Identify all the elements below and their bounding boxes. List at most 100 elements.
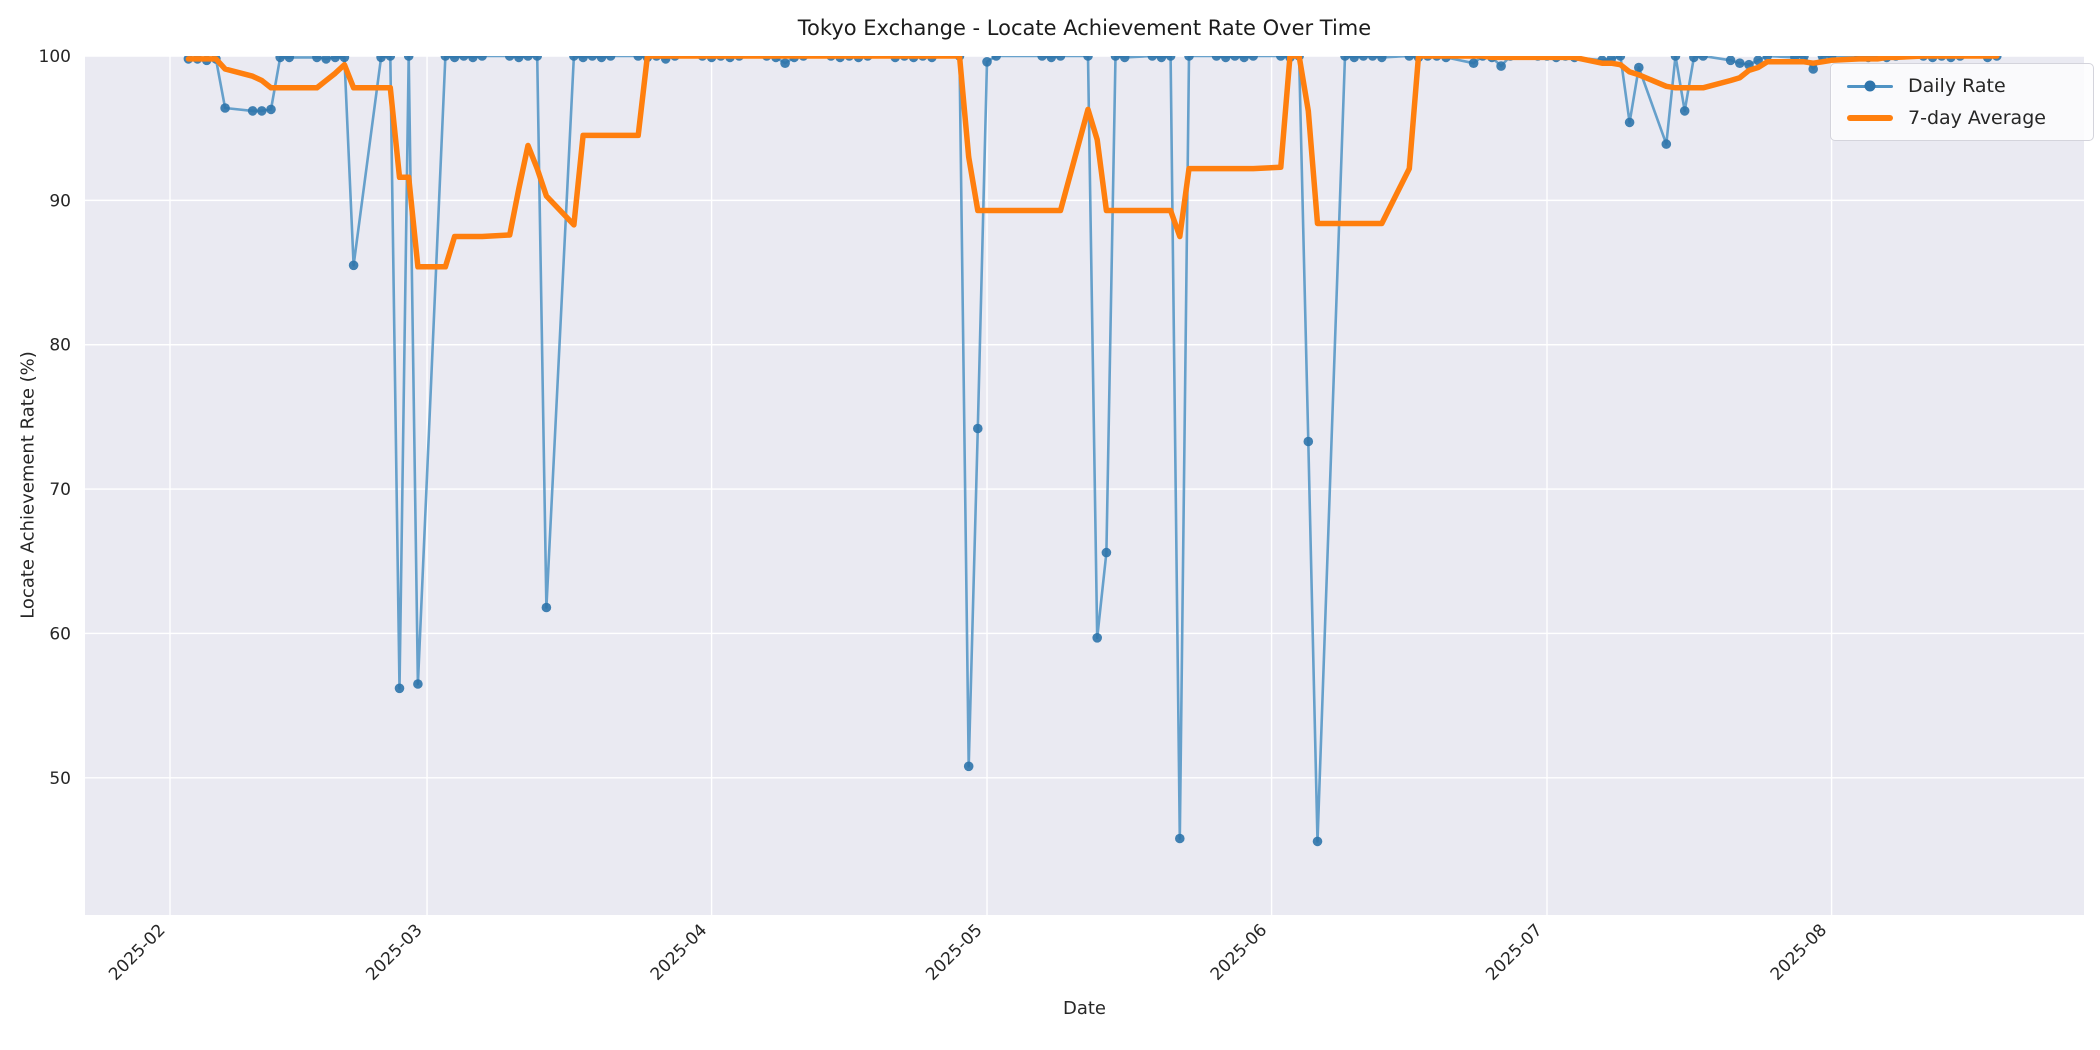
data-point-marker — [1156, 56, 1167, 63]
data-point-marker — [1184, 56, 1194, 61]
data-point-marker — [312, 56, 322, 63]
daily-rate-line-swatch-icon — [1847, 80, 1893, 92]
data-point-marker — [1358, 56, 1369, 61]
data-point-marker — [1340, 56, 1350, 61]
y-tick-label: 60 — [49, 624, 71, 644]
y-tick-label: 70 — [49, 480, 71, 500]
legend: Daily Rate 7-day Average — [1830, 63, 2094, 141]
data-point-marker — [1661, 139, 1672, 149]
x-tick-label: 2025-07 — [1482, 920, 1546, 984]
data-point-marker — [1670, 56, 1681, 61]
data-point-marker — [1175, 833, 1185, 844]
data-point-marker — [1468, 58, 1479, 68]
data-point-marker — [1615, 56, 1626, 61]
data-point-marker — [394, 683, 405, 694]
data-point-marker — [1046, 56, 1057, 63]
data-point-marker — [532, 56, 542, 61]
data-point-marker — [1624, 117, 1635, 128]
data-point-marker — [1377, 56, 1387, 63]
data-point-marker — [348, 260, 359, 271]
data-point-marker — [284, 56, 295, 63]
data-point-marker — [220, 103, 230, 113]
avg-line — [185, 56, 2000, 270]
legend-label: 7-day Average — [1908, 107, 2046, 129]
data-point-marker — [973, 423, 983, 434]
data-point-marker — [1083, 56, 1093, 61]
data-point-marker — [266, 104, 276, 115]
data-point-marker — [1147, 56, 1158, 61]
data-point-marker — [1101, 547, 1112, 558]
data-point-marker — [330, 56, 340, 63]
data-point-marker — [963, 761, 974, 772]
x-tick-label: 2025-05 — [922, 920, 986, 984]
y-tick-label: 80 — [49, 336, 71, 356]
data-point-marker — [1725, 56, 1736, 66]
data-point-marker — [1055, 56, 1066, 61]
data-point-marker — [247, 106, 258, 116]
x-tick-label: 2025-03 — [362, 920, 426, 984]
data-point-marker — [1211, 56, 1222, 61]
data-point-marker — [1367, 56, 1378, 61]
data-point-marker — [459, 56, 469, 61]
data-point-marker — [523, 56, 533, 61]
data-point-marker — [587, 56, 598, 61]
data-point-marker — [468, 56, 478, 63]
data-point-marker — [1276, 56, 1286, 61]
data-point-marker — [1239, 56, 1249, 63]
legend-label: Daily Rate — [1908, 75, 2006, 97]
plot-area — [85, 56, 2084, 915]
data-point-marker — [440, 56, 451, 61]
avg-line-swatch-icon — [1847, 115, 1893, 121]
legend-item-daily-rate: Daily Rate — [1831, 70, 2093, 102]
legend-item-7day-average: 7-day Average — [1831, 102, 2093, 134]
data-point-marker — [1303, 436, 1314, 447]
data-point-marker — [596, 56, 607, 63]
data-point-marker — [1404, 56, 1415, 61]
x-tick-label: 2025-04 — [647, 920, 711, 984]
data-point-marker — [982, 57, 992, 67]
data-point-marker — [1220, 56, 1231, 63]
data-point-marker — [376, 56, 386, 63]
data-point-marker — [991, 56, 1001, 61]
data-point-marker — [514, 56, 524, 63]
data-point-marker — [449, 56, 460, 63]
y-tick-label: 50 — [49, 769, 71, 789]
data-point-marker — [413, 679, 423, 689]
y-tick-label: 100 — [39, 47, 71, 67]
x-tick-label: 2025-06 — [1207, 920, 1271, 984]
data-point-marker — [1698, 56, 1708, 61]
data-point-marker — [633, 56, 643, 61]
data-point-marker — [541, 602, 552, 613]
data-point-marker — [1037, 56, 1047, 61]
data-point-marker — [1496, 61, 1506, 71]
data-point-marker — [321, 56, 331, 64]
data-point-marker — [1312, 836, 1323, 847]
data-point-marker — [1808, 64, 1818, 74]
data-point-marker — [780, 58, 790, 68]
data-point-marker — [569, 56, 579, 61]
data-point-marker — [1349, 56, 1359, 63]
data-point-marker — [1165, 56, 1176, 61]
data-point-marker — [1092, 633, 1102, 643]
x-tick-label: 2025-02 — [105, 920, 169, 984]
data-point-marker — [1119, 56, 1130, 63]
series-group — [183, 56, 2002, 847]
data-point-marker — [385, 56, 396, 61]
y-tick-label: 90 — [49, 191, 71, 211]
y-axis-label: Locate Achievement Rate (%) — [17, 351, 39, 619]
data-point-marker — [504, 56, 515, 61]
data-point-marker — [1634, 62, 1644, 73]
x-tick-label: 2025-08 — [1767, 920, 1831, 984]
data-point-marker — [1230, 56, 1240, 61]
chart-title: Tokyo Exchange - Locate Achievement Rate… — [797, 16, 1372, 40]
data-point-marker — [1679, 106, 1690, 116]
data-point-marker — [257, 106, 267, 116]
data-point-marker — [477, 56, 487, 61]
data-point-marker — [1689, 56, 1699, 63]
data-point-marker — [1248, 56, 1258, 61]
data-point-marker — [403, 56, 414, 61]
data-point-marker — [1110, 56, 1121, 61]
data-point-marker — [605, 56, 616, 61]
